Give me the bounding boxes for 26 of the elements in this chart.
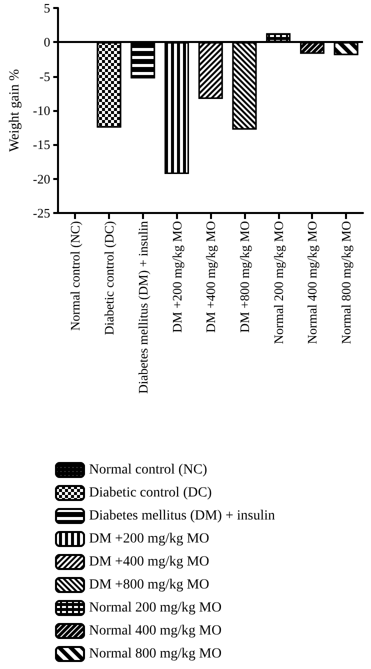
y-tick-label: -10 xyxy=(32,103,50,118)
x-tick-label: Normal 400 mg/kg MO xyxy=(304,221,320,344)
legend-label: Normal 400 mg/kg MO xyxy=(89,624,222,638)
x-tick-label: Normal 200 mg/kg MO xyxy=(270,221,286,344)
y-tick-label: -15 xyxy=(32,137,50,152)
y-tick-label: 5 xyxy=(44,0,50,16)
legend-label: DM +200 mg/kg MO xyxy=(89,532,210,546)
y-tick-label: -25 xyxy=(32,206,50,220)
x-tick-label: Normal control (NC) xyxy=(68,221,83,331)
y-axis-title: Weight gain % xyxy=(8,68,22,152)
legend-label: DM +800 mg/kg MO xyxy=(89,578,210,592)
legend-label: Diabetic control (DC) xyxy=(89,486,212,500)
legend-label: Normal 200 mg/kg MO xyxy=(89,600,222,616)
y-tick-label: -20 xyxy=(32,171,50,186)
y-tick-label: -5 xyxy=(39,68,50,84)
x-tick-label: Diabetes mellitus (DM) + insulin xyxy=(135,220,150,394)
legend-label: Normal control (NC) xyxy=(89,462,208,478)
legend-label: Normal 800 mg/kg MO xyxy=(89,646,222,662)
legend-label: Diabetes mellitus (DM) + insulin xyxy=(89,508,275,524)
x-tick-label: DM +200 mg/kg MO xyxy=(169,221,184,333)
x-tick-label: Diabetic control (DC) xyxy=(102,221,117,336)
legend-label: DM +400 mg/kg MO xyxy=(89,554,210,570)
x-tick-label: Normal 800 mg/kg MO xyxy=(338,221,354,344)
x-tick-label: DM +400 mg/kg MO xyxy=(203,221,218,333)
y-tick-label: 0 xyxy=(44,34,50,50)
x-tick-label: DM +800 mg/kg MO xyxy=(236,221,252,333)
